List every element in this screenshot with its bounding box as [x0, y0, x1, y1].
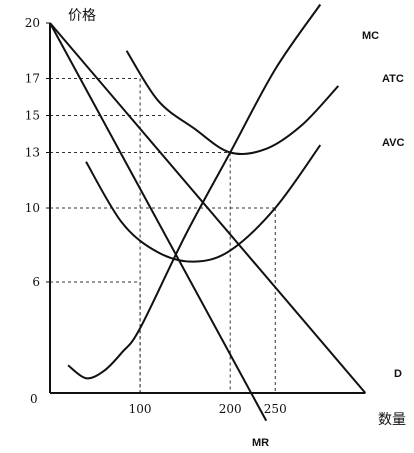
curve-atc: [125, 50, 340, 156]
curve-mr: [49, 22, 268, 422]
y-axis-label: 价格: [68, 8, 96, 24]
y-tick-label: 17: [25, 72, 40, 86]
origin-label: 0: [30, 392, 38, 406]
curve-label-d: D: [394, 368, 402, 380]
guide-lines: [50, 78, 276, 393]
y-tick-label: 15: [25, 109, 40, 123]
curve-label-mc: MC: [362, 30, 379, 42]
x-tick-label: 250: [264, 402, 287, 416]
curve-mc: [67, 3, 322, 380]
curve-label-avc: AVC: [382, 137, 404, 149]
curve-label-mr: MR: [252, 437, 269, 449]
y-tick-label: 10: [25, 201, 40, 215]
x-tick-label: 100: [129, 402, 152, 416]
curve-label-atc: ATC: [382, 73, 404, 85]
curve-d: [49, 22, 367, 394]
y-tick-label: 13: [25, 146, 40, 160]
curves: [49, 3, 367, 422]
curve-avc: [85, 144, 322, 263]
y-tick-label: 20: [25, 16, 40, 30]
x-axis-label: 数量: [378, 412, 406, 428]
curve-labels: D MR MC ATC AVC: [252, 30, 404, 449]
x-tick-label: 200: [219, 402, 242, 416]
y-tick-label: 6: [32, 275, 40, 289]
tick-labels: 20 17 15 13 10 6 100 200 250: [25, 16, 287, 416]
